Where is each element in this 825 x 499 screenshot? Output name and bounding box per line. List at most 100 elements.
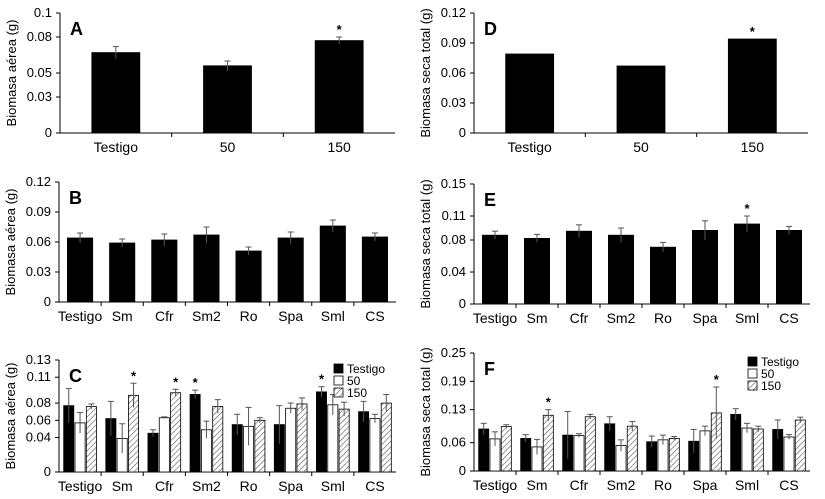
- y-tick-label: 0: [459, 296, 466, 311]
- y-axis-title: Biomasa aérea (g): [3, 189, 18, 296]
- bar: [520, 438, 532, 472]
- bar: [741, 427, 753, 472]
- bar: [158, 417, 170, 473]
- x-tick-label: Sml: [735, 310, 759, 326]
- y-tick-label: 0: [44, 294, 51, 309]
- bar: [67, 237, 94, 303]
- bar: [316, 391, 327, 473]
- x-tick-label: Spa: [693, 310, 718, 326]
- x-tick-label: CS: [779, 310, 798, 326]
- y-tick-label: 0.06: [26, 234, 51, 249]
- chart-panel-a: 0 0.03 0.05 0.08 0.1 Testigo 50 150 Biomasa aére…: [4, 5, 395, 155]
- x-tick-label: CS: [365, 478, 384, 494]
- x-tick-label: Ro: [654, 310, 672, 326]
- y-tick-label: 0.12: [26, 174, 51, 189]
- y-tick-label: 0.06: [26, 412, 51, 427]
- bar: [730, 413, 742, 472]
- bar: [794, 419, 806, 472]
- panel-label: F: [484, 359, 495, 379]
- bar: [369, 418, 381, 473]
- y-tick-label: 0.08: [27, 29, 52, 44]
- y-tick-label: 0.13: [26, 352, 51, 367]
- x-tick-label: Spa: [278, 478, 303, 494]
- bar: [361, 236, 388, 303]
- bar: [692, 229, 719, 305]
- y-tick-label: 0.09: [26, 204, 51, 219]
- bar: [478, 428, 490, 472]
- bar: [481, 234, 508, 305]
- y-tick-label: 0.11: [442, 208, 466, 223]
- bar: [776, 229, 803, 305]
- x-tick-label: 50: [220, 139, 236, 155]
- bar: [566, 230, 593, 305]
- significance-marker: *: [337, 22, 343, 37]
- y-tick-label: 0.1: [34, 5, 52, 20]
- x-tick-label: Testigo: [473, 477, 518, 493]
- y-tick-label: 0.09: [441, 35, 466, 50]
- legend-swatch: [747, 380, 758, 391]
- y-tick-label: 0: [459, 125, 466, 140]
- x-tick-label: Sml: [321, 478, 345, 494]
- chart-panel-f: 0 0.06 0.13 0.19 0.25 Testigo Sm Cfr Sm2 Ro Spa Sml…: [418, 345, 810, 493]
- bar: [203, 65, 252, 134]
- x-tick-label: Sm: [112, 478, 133, 494]
- bar: [500, 426, 512, 472]
- significance-marker: *: [744, 201, 750, 216]
- bar: [380, 402, 392, 473]
- x-tick-label: Sml: [735, 477, 759, 493]
- legend-swatch: [333, 387, 344, 398]
- bar: [699, 430, 711, 472]
- legend-swatch: [747, 368, 758, 379]
- legend-label: 50: [347, 374, 361, 388]
- y-tick-label: 0.08: [26, 395, 51, 410]
- chart-panel-e: 0 0.04 0.08 0.11 0.15 Testigo Sm Cfr Sm2 Ro Spa Sml…: [418, 176, 810, 326]
- y-tick-label: 0.05: [27, 65, 52, 80]
- significance-marker: *: [546, 395, 552, 410]
- bar: [668, 438, 680, 472]
- legend-swatch: [333, 363, 344, 374]
- y-tick-label: 0.12: [441, 5, 466, 20]
- bar: [734, 223, 761, 305]
- x-tick-label: Sm: [527, 477, 548, 493]
- panel-label: E: [484, 190, 496, 210]
- x-tick-label: 150: [327, 139, 351, 155]
- significance-marker: *: [750, 24, 756, 39]
- y-tick-label: 0.11: [27, 369, 51, 384]
- y-tick-label: 0.03: [26, 264, 51, 279]
- bar: [109, 242, 136, 303]
- bar: [254, 419, 266, 473]
- x-tick-label: Testigo: [58, 308, 103, 324]
- bar: [783, 436, 795, 472]
- bar: [314, 40, 364, 134]
- panel-label: B: [69, 188, 82, 208]
- bar: [277, 237, 304, 303]
- significance-marker: *: [193, 375, 199, 390]
- x-tick-label: Sm2: [192, 478, 221, 494]
- y-tick-label: 0.06: [441, 435, 466, 450]
- bar: [151, 239, 178, 303]
- bar: [212, 406, 224, 473]
- x-tick-label: Sm: [112, 308, 133, 324]
- x-tick-label: Sm: [527, 310, 548, 326]
- bar: [752, 428, 764, 472]
- x-tick-label: 50: [633, 139, 649, 155]
- x-tick-label: Testigo: [507, 139, 552, 155]
- x-tick-label: Sm2: [607, 310, 636, 326]
- bar: [285, 407, 297, 473]
- x-tick-label: CS: [779, 477, 798, 493]
- y-axis-title: Biomasa aérea (g): [4, 20, 19, 127]
- y-tick-label: 0: [459, 463, 466, 478]
- panel-label: C: [69, 366, 82, 386]
- bar: [524, 237, 551, 305]
- y-tick-label: 0.25: [441, 345, 466, 360]
- legend-label: Testigo: [347, 362, 385, 376]
- x-tick-label: Testigo: [94, 139, 139, 155]
- y-tick-label: 0.04: [441, 264, 466, 279]
- legend-label: Testigo: [761, 355, 799, 369]
- significance-marker: *: [173, 374, 179, 389]
- bar: [626, 425, 638, 472]
- y-tick-label: 0.13: [441, 402, 466, 417]
- x-tick-label: Testigo: [58, 478, 103, 494]
- bar: [608, 234, 635, 305]
- bar: [193, 234, 220, 303]
